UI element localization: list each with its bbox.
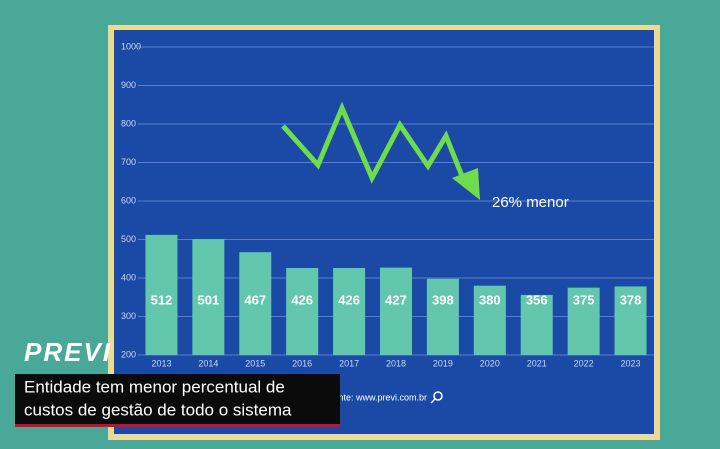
- caption-rule: [15, 424, 340, 427]
- trend-arrow: [281, 101, 469, 187]
- y-tick-label: 1000: [121, 41, 141, 51]
- y-tick-label: 800: [121, 118, 136, 128]
- x-tick-label: 2023: [621, 358, 641, 368]
- bar: [333, 267, 366, 355]
- y-tick-label: 300: [121, 311, 136, 321]
- search-icon-handle: [430, 398, 436, 404]
- x-tick-label: 2017: [339, 358, 359, 368]
- value-label: 375: [573, 292, 595, 307]
- value-label: 426: [338, 292, 360, 307]
- y-tick-label: 200: [121, 349, 136, 359]
- arrow-head: [452, 168, 480, 200]
- caption-line: Entidade tem menor percentual de: [24, 377, 285, 396]
- caption-line: custos de gestão de todo o sistema: [24, 400, 292, 419]
- x-tick-label: 2022: [574, 358, 594, 368]
- y-tick-label: 400: [121, 272, 136, 282]
- brand: PREVI: [24, 337, 112, 367]
- x-tick-label: 2013: [151, 358, 171, 368]
- bar: [239, 252, 272, 355]
- y-tick-label: 600: [121, 195, 136, 205]
- bar: [567, 287, 600, 355]
- plot: 200 300 400 500 600 700 800 900 1000 512 2013 501 20…: [121, 41, 654, 368]
- y-tick-label: 500: [121, 234, 136, 244]
- bar: [614, 286, 647, 355]
- bar: [145, 234, 178, 355]
- bar: [426, 278, 459, 355]
- bar: [473, 285, 506, 355]
- caption-box: [15, 374, 340, 424]
- value-label: 426: [291, 292, 313, 307]
- x-tick-label: 2020: [480, 358, 500, 368]
- value-label: 467: [244, 292, 266, 307]
- y-tick-label: 700: [121, 157, 136, 167]
- bar: [520, 294, 553, 355]
- value-label: 427: [385, 292, 407, 307]
- value-label: 380: [479, 292, 501, 307]
- source: Fonte: www.previ.com.br: [328, 392, 427, 402]
- value-label: 398: [432, 292, 454, 307]
- bar: [192, 239, 225, 355]
- search-icon: [433, 391, 443, 401]
- y-tick-label: 900: [121, 80, 136, 90]
- bar: [286, 267, 319, 355]
- annotation: 26% menor: [492, 194, 569, 211]
- value-label: 378: [620, 292, 642, 307]
- value-label: 356: [526, 292, 548, 307]
- value-label: 501: [198, 292, 220, 307]
- x-tick-label: 2021: [527, 358, 547, 368]
- value-label: 512: [151, 292, 173, 307]
- bar: [380, 267, 412, 355]
- x-tick-label: 2014: [198, 358, 218, 368]
- x-tick-label: 2018: [386, 358, 406, 368]
- x-tick-label: 2019: [433, 358, 453, 368]
- x-tick-label: 2016: [292, 358, 312, 368]
- x-tick-label: 2015: [245, 358, 265, 368]
- chart-panel: [114, 30, 654, 434]
